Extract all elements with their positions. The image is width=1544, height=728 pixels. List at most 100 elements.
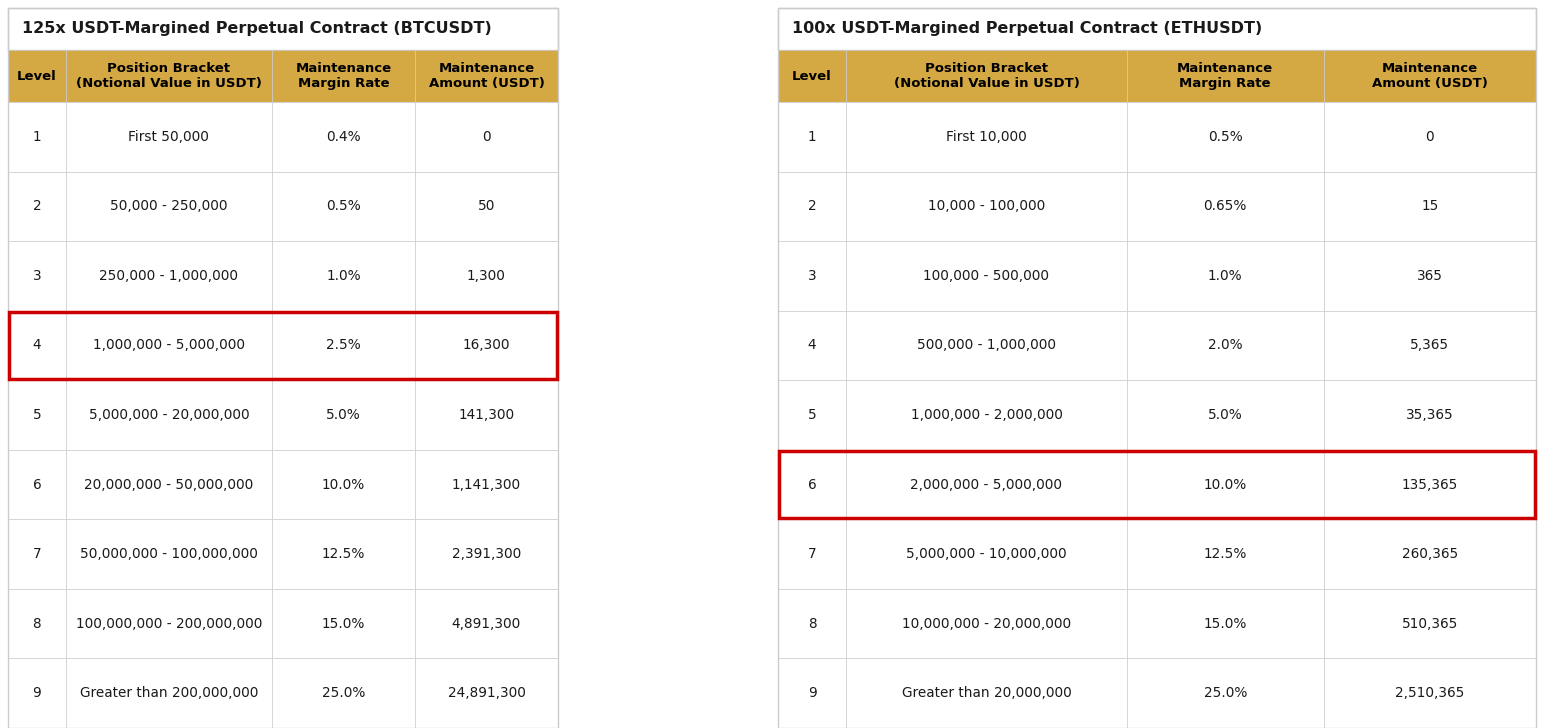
Text: 25.0%: 25.0% <box>321 687 366 700</box>
Bar <box>1323 450 1536 519</box>
Text: 135,365: 135,365 <box>1402 478 1458 491</box>
Text: Greater than 20,000,000: Greater than 20,000,000 <box>902 687 1072 700</box>
Bar <box>415 50 557 102</box>
Text: 2: 2 <box>808 199 817 213</box>
Text: 15: 15 <box>1420 199 1439 213</box>
Bar <box>272 50 415 102</box>
Text: 4,891,300: 4,891,300 <box>452 617 522 630</box>
Text: 500,000 - 1,000,000: 500,000 - 1,000,000 <box>917 339 1056 352</box>
Bar <box>1127 311 1323 380</box>
Bar <box>846 50 1127 102</box>
Text: 141,300: 141,300 <box>459 408 514 422</box>
Bar <box>415 311 557 380</box>
Text: Position Bracket
(Notional Value in USDT): Position Bracket (Notional Value in USDT… <box>76 62 262 90</box>
Bar <box>846 241 1127 311</box>
Bar <box>272 102 415 172</box>
Text: 3: 3 <box>808 269 817 283</box>
Text: 0.4%: 0.4% <box>326 130 361 143</box>
Text: 25.0%: 25.0% <box>1203 687 1248 700</box>
Bar <box>1127 172 1323 241</box>
Text: 0.5%: 0.5% <box>326 199 361 213</box>
Bar <box>66 658 272 728</box>
Text: 5: 5 <box>808 408 817 422</box>
Bar <box>846 311 1127 380</box>
Text: 15.0%: 15.0% <box>1203 617 1248 630</box>
Text: Maintenance
Margin Rate: Maintenance Margin Rate <box>295 62 392 90</box>
Text: 6: 6 <box>808 478 817 491</box>
Bar <box>272 172 415 241</box>
Bar <box>66 172 272 241</box>
Bar <box>8 8 557 50</box>
Text: 5,365: 5,365 <box>1410 339 1450 352</box>
Bar <box>1323 380 1536 450</box>
Bar <box>1127 241 1323 311</box>
Bar <box>272 311 415 380</box>
Bar <box>846 589 1127 658</box>
Bar <box>1323 102 1536 172</box>
Text: 12.5%: 12.5% <box>1203 547 1248 561</box>
Text: 0: 0 <box>1425 130 1434 143</box>
Bar <box>778 519 846 589</box>
Text: 50,000,000 - 100,000,000: 50,000,000 - 100,000,000 <box>80 547 258 561</box>
Text: 365: 365 <box>1417 269 1444 283</box>
Bar <box>1127 450 1323 519</box>
Bar <box>66 241 272 311</box>
Bar <box>8 450 66 519</box>
Bar <box>8 50 66 102</box>
Text: Maintenance
Amount (USDT): Maintenance Amount (USDT) <box>1373 62 1488 90</box>
Bar <box>66 102 272 172</box>
Text: 1.0%: 1.0% <box>326 269 361 283</box>
Bar <box>778 102 846 172</box>
Bar <box>8 172 66 241</box>
Text: Level: Level <box>792 69 832 82</box>
Text: 260,365: 260,365 <box>1402 547 1458 561</box>
Bar <box>1323 50 1536 102</box>
Bar <box>778 8 1536 728</box>
Text: 10.0%: 10.0% <box>321 478 364 491</box>
Bar <box>846 450 1127 519</box>
Bar <box>1127 519 1323 589</box>
Bar <box>778 450 846 519</box>
Bar <box>415 102 557 172</box>
Bar <box>778 50 846 102</box>
Bar <box>778 8 1536 50</box>
Text: 12.5%: 12.5% <box>321 547 366 561</box>
Bar <box>9 312 557 379</box>
Bar <box>1127 380 1323 450</box>
Bar <box>8 102 66 172</box>
Text: 100,000 - 500,000: 100,000 - 500,000 <box>923 269 1050 283</box>
Text: 9: 9 <box>32 687 42 700</box>
Bar <box>1323 172 1536 241</box>
Bar <box>780 451 1535 518</box>
Text: 5,000,000 - 10,000,000: 5,000,000 - 10,000,000 <box>906 547 1067 561</box>
Text: 250,000 - 1,000,000: 250,000 - 1,000,000 <box>99 269 238 283</box>
Bar <box>1323 311 1536 380</box>
Bar <box>272 450 415 519</box>
Text: 5.0%: 5.0% <box>1207 408 1243 422</box>
Bar <box>66 50 272 102</box>
Text: 9: 9 <box>808 687 817 700</box>
Bar <box>846 519 1127 589</box>
Text: 100x USDT-Margined Perpetual Contract (ETHUSDT): 100x USDT-Margined Perpetual Contract (E… <box>792 22 1263 36</box>
Bar <box>846 658 1127 728</box>
Text: 2: 2 <box>32 199 42 213</box>
Bar <box>272 658 415 728</box>
Text: 16,300: 16,300 <box>463 339 510 352</box>
Text: 510,365: 510,365 <box>1402 617 1458 630</box>
Bar <box>846 172 1127 241</box>
Text: 2,510,365: 2,510,365 <box>1396 687 1465 700</box>
Text: 0: 0 <box>482 130 491 143</box>
Text: 0.65%: 0.65% <box>1203 199 1248 213</box>
Bar <box>415 172 557 241</box>
Bar <box>8 380 66 450</box>
Bar <box>778 241 846 311</box>
Text: 4: 4 <box>32 339 42 352</box>
Text: Maintenance
Margin Rate: Maintenance Margin Rate <box>1177 62 1274 90</box>
Bar <box>778 172 846 241</box>
Text: 125x USDT-Margined Perpetual Contract (BTCUSDT): 125x USDT-Margined Perpetual Contract (B… <box>22 22 491 36</box>
Bar <box>66 450 272 519</box>
Bar <box>846 380 1127 450</box>
Text: 10,000,000 - 20,000,000: 10,000,000 - 20,000,000 <box>902 617 1072 630</box>
Bar <box>66 311 272 380</box>
Bar <box>415 519 557 589</box>
